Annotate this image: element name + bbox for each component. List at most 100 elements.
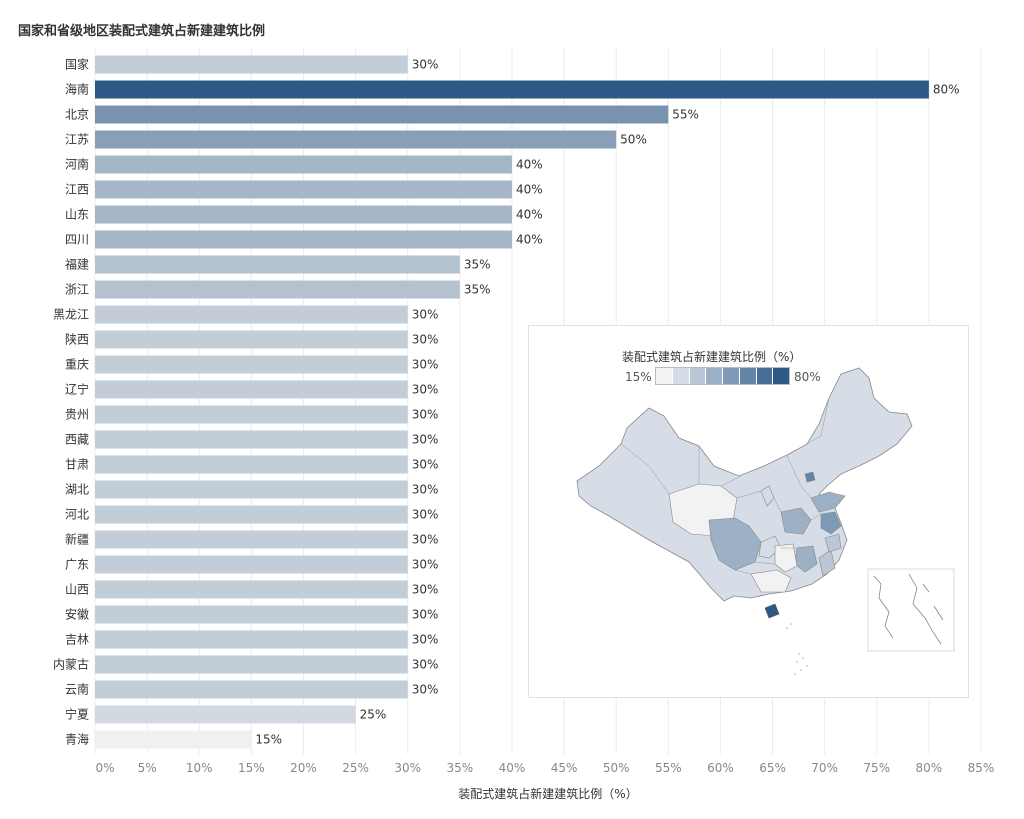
legend-swatch xyxy=(706,368,723,384)
x-tick-label: 10% xyxy=(186,761,213,775)
x-tick-label: 20% xyxy=(290,761,317,775)
bar[interactable] xyxy=(95,55,408,74)
category-label: 重庆 xyxy=(65,358,89,372)
category-label: 山东 xyxy=(65,208,89,222)
map-legend-max: 80% xyxy=(794,370,821,384)
china-map-panel: 装配式建筑占新建建筑比例（%） 15% 80% xyxy=(528,325,969,698)
value-label: 30% xyxy=(412,308,439,322)
value-label: 30% xyxy=(412,533,439,547)
category-label: 北京 xyxy=(65,108,89,122)
bar[interactable] xyxy=(95,230,512,249)
value-label: 40% xyxy=(516,158,543,172)
bar[interactable] xyxy=(95,80,929,99)
x-tick-label: 40% xyxy=(499,761,526,775)
bar[interactable] xyxy=(95,530,408,549)
category-label: 云南 xyxy=(65,682,89,697)
bar[interactable] xyxy=(95,505,408,524)
bar[interactable] xyxy=(95,130,617,149)
value-label: 55% xyxy=(672,108,699,122)
map-internal-borders xyxy=(620,397,860,575)
bar[interactable] xyxy=(95,430,408,449)
category-label: 贵州 xyxy=(65,408,89,422)
bar[interactable] xyxy=(95,305,408,324)
legend-swatch xyxy=(739,368,757,384)
bar[interactable] xyxy=(95,405,408,424)
map-region-shandong xyxy=(810,491,846,513)
value-label: 30% xyxy=(412,433,439,447)
map-legend-color-ramp xyxy=(655,367,790,385)
value-label: 40% xyxy=(516,208,543,222)
category-label: 福建 xyxy=(65,257,89,272)
category-label: 海南 xyxy=(65,82,89,97)
bar[interactable] xyxy=(95,105,669,124)
bar[interactable] xyxy=(95,155,512,174)
x-tick-label: 80% xyxy=(916,761,943,775)
bar[interactable] xyxy=(95,255,460,274)
bar[interactable] xyxy=(95,655,408,674)
category-label: 甘肃 xyxy=(65,458,89,472)
map-region-beijing xyxy=(804,471,816,483)
value-label: 15% xyxy=(255,733,282,747)
category-label: 四川 xyxy=(65,233,89,247)
x-tick-label: 25% xyxy=(342,761,369,775)
bar[interactable] xyxy=(95,330,408,349)
x-tick-label: 35% xyxy=(446,761,473,775)
bar[interactable] xyxy=(95,355,408,374)
legend-swatch xyxy=(756,368,774,384)
value-label: 30% xyxy=(412,458,439,472)
bar[interactable] xyxy=(95,380,408,399)
x-tick-label: 85% xyxy=(968,761,995,775)
value-label: 30% xyxy=(412,683,439,697)
bar[interactable] xyxy=(95,630,408,649)
category-label: 国家 xyxy=(65,57,89,72)
value-label: 50% xyxy=(620,133,647,147)
value-label: 30% xyxy=(412,558,439,572)
china-map[interactable] xyxy=(529,326,970,699)
map-region-hunan xyxy=(774,543,798,573)
bar[interactable] xyxy=(95,605,408,624)
category-label: 黑龙江 xyxy=(53,308,89,322)
bar[interactable] xyxy=(95,580,408,599)
bar[interactable] xyxy=(95,555,408,574)
map-region-henan xyxy=(780,507,812,535)
map-region-jiangsu xyxy=(820,511,842,535)
value-label: 30% xyxy=(412,483,439,497)
value-label: 30% xyxy=(412,508,439,522)
category-label: 广东 xyxy=(65,558,89,572)
bar[interactable] xyxy=(95,705,356,724)
legend-swatch xyxy=(656,368,673,384)
x-tick-label: 15% xyxy=(238,761,265,775)
x-tick-label: 30% xyxy=(394,761,421,775)
bar[interactable] xyxy=(95,455,408,474)
map-region-hainan xyxy=(764,603,780,619)
bar[interactable] xyxy=(95,730,252,749)
bar[interactable] xyxy=(95,680,408,699)
category-label: 安徽 xyxy=(65,607,89,622)
x-tick-label: 55% xyxy=(655,761,682,775)
value-label: 40% xyxy=(516,233,543,247)
x-tick-label: 70% xyxy=(811,761,838,775)
value-label: 30% xyxy=(412,358,439,372)
value-label: 80% xyxy=(933,83,960,97)
x-tick-label: 60% xyxy=(707,761,734,775)
category-label: 青海 xyxy=(65,732,89,747)
category-label: 湖北 xyxy=(65,482,89,497)
x-tick-label: 75% xyxy=(863,761,890,775)
category-label: 吉林 xyxy=(65,633,89,647)
inset-coastline xyxy=(873,573,944,645)
bar[interactable] xyxy=(95,280,460,299)
value-label: 30% xyxy=(412,608,439,622)
category-label: 内蒙古 xyxy=(53,657,89,672)
chart-title: 国家和省级地区装配式建筑占新建建筑比例 xyxy=(18,24,266,39)
value-label: 25% xyxy=(360,708,387,722)
x-tick-label: 0% xyxy=(95,761,114,775)
category-label: 江苏 xyxy=(65,133,89,147)
map-region-guangxi xyxy=(750,569,792,593)
bar[interactable] xyxy=(95,205,512,224)
category-label: 江西 xyxy=(65,183,89,197)
map-region-zhejiang xyxy=(824,533,842,553)
bar[interactable] xyxy=(95,480,408,499)
island-dots xyxy=(786,623,808,675)
bar[interactable] xyxy=(95,180,512,199)
x-axis-ticks: 0% 5% 10% 15% 20% 25% 30% 35% 40% 45% 50% 55% 60% 65%… xyxy=(95,761,994,775)
